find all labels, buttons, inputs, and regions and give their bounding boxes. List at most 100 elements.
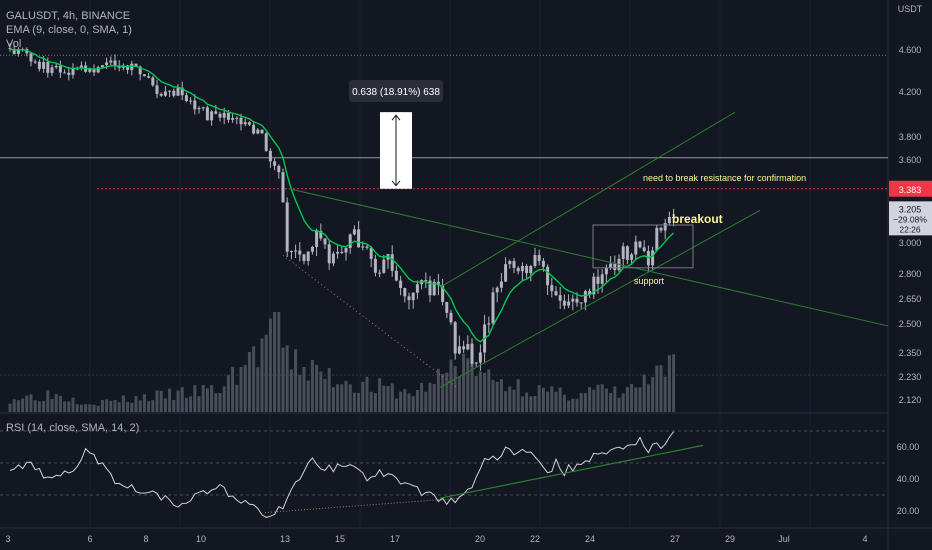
last-price-badge	[889, 201, 932, 236]
measure-arrowhead-top	[391, 114, 401, 121]
candle-body	[281, 172, 285, 203]
candle-body	[218, 113, 222, 118]
time-tick: 15	[335, 534, 345, 544]
candle-body	[499, 281, 503, 288]
candle-body	[579, 302, 583, 304]
volume-bar	[394, 398, 398, 412]
candle-body	[390, 254, 394, 271]
candle-body	[609, 263, 613, 269]
price-tick: 2.230	[899, 372, 922, 382]
volume-bar	[29, 394, 33, 412]
volume-bar	[75, 404, 79, 412]
volume-bar	[268, 318, 272, 412]
volume-bar	[638, 387, 642, 412]
volume-bar	[634, 387, 638, 412]
volume-bar	[205, 388, 209, 412]
candle-body	[403, 288, 407, 297]
volume-bar	[399, 391, 403, 412]
volume-bar	[8, 403, 12, 412]
time-tick: 17	[390, 534, 400, 544]
candle-body	[331, 253, 335, 264]
volume-bar	[541, 387, 545, 412]
volume-bar	[126, 401, 130, 412]
time-tick: 10	[196, 534, 206, 544]
volume-bar	[71, 397, 75, 412]
volume-bar	[562, 394, 566, 412]
volume-bar	[361, 381, 365, 412]
volume-bar	[495, 381, 499, 412]
candle-body	[470, 344, 474, 364]
candle-body	[273, 161, 277, 166]
candle-body	[92, 68, 96, 73]
candle-body	[239, 117, 243, 125]
volume-bar	[579, 393, 583, 412]
candle-body	[29, 53, 33, 62]
candle-body	[138, 66, 142, 75]
volume-bar	[197, 396, 201, 412]
candle-body	[113, 60, 117, 67]
currency-label: USDT	[898, 4, 923, 14]
candle-body	[268, 150, 272, 162]
volume-bar	[285, 345, 289, 412]
candle-body	[96, 67, 100, 73]
candle-body	[546, 266, 550, 286]
candle-body	[445, 302, 449, 313]
volume-bar	[79, 404, 83, 412]
volume-bar	[16, 400, 20, 412]
candle-body	[214, 111, 218, 114]
candle-body	[659, 227, 663, 231]
volume-bar	[474, 375, 478, 412]
volume-bar	[592, 389, 596, 412]
candle-body	[105, 62, 109, 66]
volume-bar	[256, 367, 260, 412]
volume-bar	[466, 358, 470, 412]
volume-bar	[96, 405, 100, 412]
volume-bar	[365, 376, 369, 412]
candle-body	[147, 76, 151, 78]
volume-bar	[67, 401, 71, 412]
volume-bar	[436, 368, 440, 412]
candle-body	[588, 291, 592, 295]
volume-bar	[546, 391, 550, 412]
volume-bar	[155, 390, 159, 412]
candle-body	[33, 61, 37, 63]
volume-bar	[663, 376, 667, 412]
candle-body	[462, 346, 466, 350]
candle-body	[172, 90, 176, 96]
candle-body	[533, 255, 537, 266]
volume-bar	[617, 397, 621, 412]
candle-body	[466, 344, 470, 350]
candle-body	[180, 87, 184, 96]
candle-body	[411, 292, 415, 301]
volume-bar	[478, 371, 482, 412]
candle-body	[478, 352, 482, 363]
volume-bar	[306, 380, 310, 412]
volume-bar	[646, 384, 650, 412]
candle-body	[8, 47, 12, 50]
candle-body	[655, 227, 659, 251]
volume-bar	[54, 394, 58, 412]
volume-bar	[642, 374, 646, 412]
candle-body	[142, 74, 146, 77]
volume-bar	[604, 388, 608, 412]
candle-body	[558, 295, 562, 301]
resistance-badge	[889, 180, 932, 197]
volume-bar	[100, 400, 104, 412]
candle-body	[50, 67, 54, 73]
volume-bar	[340, 384, 344, 412]
price-tick: 2.350	[899, 348, 922, 358]
volume-bar	[600, 384, 604, 412]
candle-body	[621, 246, 625, 259]
candle-body	[537, 255, 541, 261]
candle-body	[352, 229, 356, 235]
candle-body	[491, 292, 495, 324]
candle-body	[672, 216, 676, 219]
rsi-pane	[0, 430, 888, 518]
candle-body	[289, 250, 293, 252]
candle-body	[667, 216, 671, 224]
candle-body	[327, 244, 331, 264]
rsi-tick: 40.00	[897, 474, 920, 484]
price-tick: 2.120	[899, 395, 922, 405]
candle-body	[184, 95, 188, 101]
